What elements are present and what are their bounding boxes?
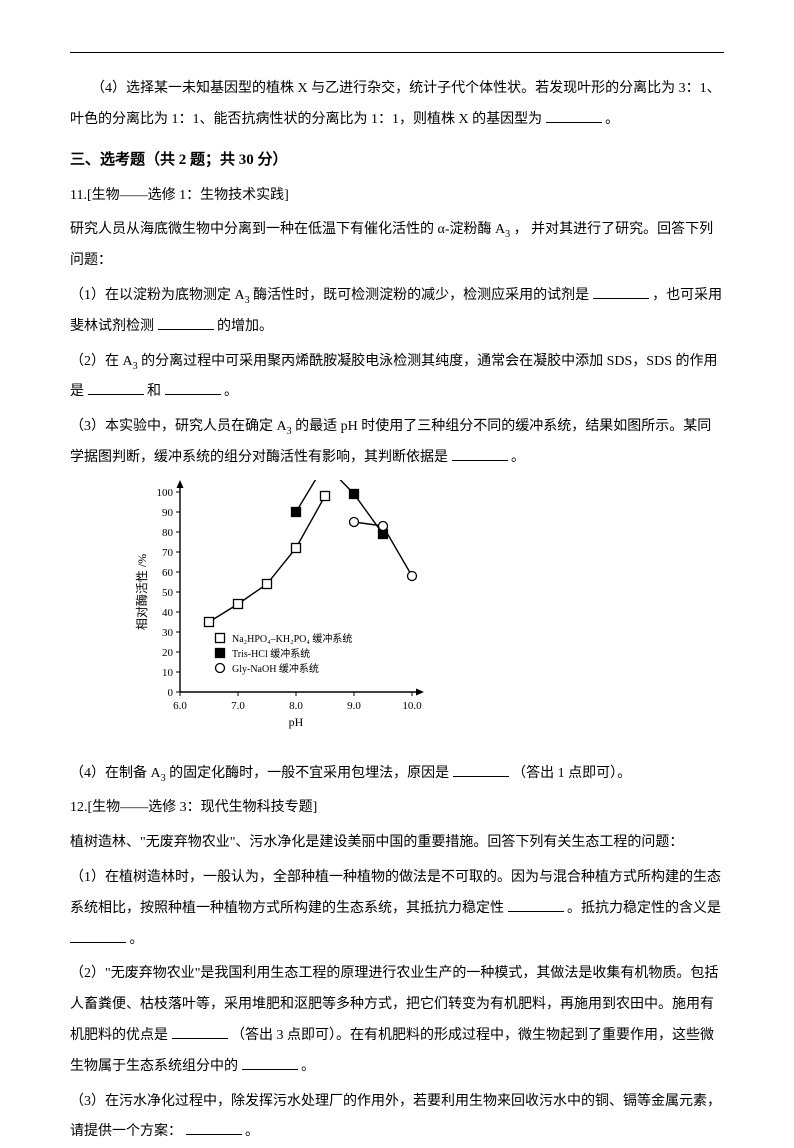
q11-1a: （1）在以淀粉为底物测定 A bbox=[70, 288, 245, 303]
blank-q11-2a bbox=[88, 380, 144, 395]
svg-text:40: 40 bbox=[162, 607, 174, 619]
svg-text:30: 30 bbox=[162, 627, 174, 639]
q12-1b: 。抵抗力稳定性的含义是 bbox=[567, 901, 721, 916]
blank-q11-1a bbox=[593, 284, 649, 299]
q10-part4-text: （4）选择某一未知基因型的植株 X 与乙进行杂交，统计子代个体性状。若发现叶形的… bbox=[70, 81, 721, 127]
blank-q11-1b bbox=[158, 314, 214, 329]
q11-1-sub: 3 bbox=[245, 295, 250, 306]
q11-intro-a: 研究人员从海底微生物中分离到一种在低温下有催化活性的 α-淀粉酶 A bbox=[70, 222, 505, 237]
svg-text:Gly-NaOH 缓冲系统: Gly-NaOH 缓冲系统 bbox=[232, 662, 319, 675]
svg-text:0: 0 bbox=[168, 687, 174, 699]
q11-2d: 。 bbox=[224, 384, 238, 399]
svg-text:6.0: 6.0 bbox=[173, 700, 187, 712]
q11-3: （3）本实验中，研究人员在确定 A3 的最适 pH 时使用了三种组分不同的缓冲系… bbox=[70, 412, 724, 474]
blank-q12-1b bbox=[70, 927, 126, 942]
blank-q10-4 bbox=[546, 107, 602, 122]
svg-text:20: 20 bbox=[162, 647, 174, 659]
svg-text:60: 60 bbox=[162, 567, 174, 579]
svg-text:Na₂HPO₄–KH₂PO₄ 缓冲系统: Na₂HPO₄–KH₂PO₄ 缓冲系统 bbox=[232, 632, 352, 645]
section3-title: 三、选考题（共 2 题；共 30 分） bbox=[70, 144, 724, 177]
blank-q12-2a bbox=[172, 1024, 228, 1039]
q12-3a: （3）在污水净化过程中，除发挥污水处理厂的作用外，若要利用生物来回收污水中的铜、… bbox=[70, 1094, 721, 1140]
q11-2: （2）在 A3 的分离过程中可采用聚丙烯酰胺凝胶电泳检测其纯度，通常会在凝胶中添… bbox=[70, 347, 724, 409]
q12-intro: 植树造林、"无废弃物农业"、污水净化是建设美丽中国的重要措施。回答下列有关生态工… bbox=[70, 828, 724, 859]
blank-q12-2b bbox=[242, 1054, 298, 1069]
svg-text:相对酶活性 /%: 相对酶活性 /% bbox=[134, 554, 149, 630]
q11-4a: （4）在制备 A bbox=[70, 766, 161, 781]
q10-part4-end: 。 bbox=[605, 112, 619, 127]
q12-3b: 。 bbox=[245, 1124, 259, 1139]
q11-2c: 和 bbox=[147, 384, 161, 399]
svg-text:80: 80 bbox=[162, 527, 174, 539]
blank-q11-2b bbox=[165, 380, 221, 395]
blank-q12-3 bbox=[186, 1120, 242, 1135]
q11-2a: （2）在 A bbox=[70, 354, 133, 369]
svg-text:Tris-HCl 缓冲系统: Tris-HCl 缓冲系统 bbox=[232, 647, 310, 660]
q11-1: （1）在以淀粉为底物测定 A3 酶活性时，既可检测淀粉的减少，检测应采用的试剂是… bbox=[70, 281, 724, 343]
q12-2c: 。 bbox=[301, 1059, 315, 1074]
q11-1d: 的增加。 bbox=[217, 319, 273, 334]
svg-text:90: 90 bbox=[162, 507, 174, 519]
svg-text:10: 10 bbox=[162, 667, 174, 679]
chart-svg: 0 10 20 30 40 50 60 70 80 90 100 6.0 7.0 8.0 9.0 10.0 pH… bbox=[130, 480, 440, 740]
q11-3c: 。 bbox=[511, 450, 525, 465]
svg-text:7.0: 7.0 bbox=[231, 700, 245, 712]
q12-3: （3）在污水净化过程中，除发挥污水处理厂的作用外，若要利用生物来回收污水中的铜、… bbox=[70, 1087, 724, 1148]
q12-1c: 。 bbox=[130, 932, 144, 947]
svg-text:10.0: 10.0 bbox=[402, 700, 422, 712]
q11-2-sub: 3 bbox=[133, 360, 138, 371]
svg-text:9.0: 9.0 bbox=[347, 700, 361, 712]
q11-3-sub: 3 bbox=[287, 426, 292, 437]
q11-intro: 研究人员从海底微生物中分离到一种在低温下有催化活性的 α-淀粉酶 A3 ， 并对… bbox=[70, 215, 724, 277]
svg-text:50: 50 bbox=[162, 587, 174, 599]
blank-q11-4 bbox=[453, 761, 509, 776]
blank-q12-1a bbox=[508, 896, 564, 911]
q11-4c: （答出 1 点即可）。 bbox=[512, 766, 631, 781]
q11-1b: 酶活性时，既可检测淀粉的减少，检测应采用的试剂是 bbox=[253, 288, 589, 303]
svg-text:pH: pH bbox=[289, 715, 304, 729]
q12-1: （1）在植树造林时，一般认为，全部种植一种植物的做法是不可取的。因为与混合种植方… bbox=[70, 863, 724, 955]
q11-3a: （3）本实验中，研究人员在确定 A bbox=[70, 419, 287, 434]
svg-text:8.0: 8.0 bbox=[289, 700, 303, 712]
chart-container: 0 10 20 30 40 50 60 70 80 90 100 6.0 7.0 8.0 9.0 10.0 pH… bbox=[130, 480, 724, 753]
q12-2: （2）"无废弃物农业"是我国利用生态工程的原理进行农业生产的一种模式，其做法是收… bbox=[70, 959, 724, 1082]
q10-part4: （4）选择某一未知基因型的植株 X 与乙进行杂交，统计子代个体性状。若发现叶形的… bbox=[70, 74, 724, 136]
blank-q11-3 bbox=[452, 446, 508, 461]
svg-text:100: 100 bbox=[157, 487, 174, 499]
q11-header: 11.[生物——选修 1：生物技术实践] bbox=[70, 181, 724, 212]
q11-4: （4）在制备 A3 的固定化酶时，一般不宜采用包埋法，原因是 （答出 1 点即可… bbox=[70, 759, 724, 790]
q12-header: 12.[生物——选修 3：现代生物科技专题] bbox=[70, 793, 724, 824]
svg-text:70: 70 bbox=[162, 547, 174, 559]
q11-4b: 的固定化酶时，一般不宜采用包埋法，原因是 bbox=[169, 766, 449, 781]
q11-4-sub: 3 bbox=[161, 772, 166, 783]
